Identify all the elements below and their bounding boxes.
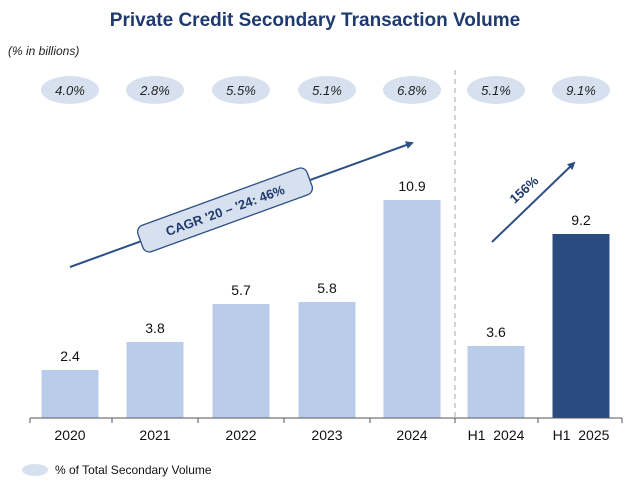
pct-label-4: 6.8%: [397, 83, 427, 98]
growth-arrow: [491, 161, 576, 243]
pct-label-3: 5.1%: [312, 83, 342, 98]
x-tick-label-1: 2021: [139, 427, 170, 443]
bar-1: [126, 342, 184, 418]
pct-pill-0: [41, 76, 99, 104]
bar-3: [298, 302, 356, 418]
value-label-3: 5.8: [317, 280, 337, 296]
growth-label: 156%: [507, 173, 542, 207]
x-category-group: 2020 2021 2022 2023 2024 H1 2024 H1 2025: [54, 427, 609, 443]
value-label-4: 10.9: [398, 178, 425, 194]
cagr-callout-box: [136, 167, 314, 253]
cagr-callout: CAGR '20 – '24: 46%: [136, 167, 314, 253]
bar-series: [41, 200, 610, 418]
pct-label-0: 4.0%: [55, 83, 85, 98]
unit-note: (% in billions): [8, 44, 79, 58]
value-label-1: 3.8: [145, 320, 165, 336]
x-tick-label-0: 2020: [54, 427, 85, 443]
legend-label: % of Total Secondary Volume: [55, 463, 212, 477]
chart-title: Private Credit Secondary Transaction Vol…: [110, 10, 520, 31]
x-tick-label-2: 2022: [225, 427, 256, 443]
pct-label-1: 2.8%: [139, 83, 170, 98]
pct-pill-3: [298, 76, 356, 104]
pct-label-6: 9.1%: [566, 83, 596, 98]
bar-5: [467, 346, 525, 418]
pct-pill-6: [552, 76, 610, 104]
bar-6: [552, 234, 610, 418]
value-label-2: 5.7: [231, 282, 251, 298]
pct-pill-1: [126, 76, 184, 104]
legend-swatch: [22, 464, 48, 476]
value-label-5: 3.6: [486, 324, 506, 340]
x-tick-label-4: 2024: [396, 427, 427, 443]
pct-pill-2: [212, 76, 270, 104]
bar-2: [212, 304, 270, 418]
x-tick-group: [29, 418, 623, 423]
bar-0: [41, 370, 99, 418]
pct-pill-4: [383, 76, 441, 104]
x-tick-label-5: H1 2024: [468, 427, 525, 443]
value-label-6: 9.2: [571, 212, 591, 228]
value-label-0: 2.4: [60, 348, 80, 364]
pct-label-5: 5.1%: [481, 83, 511, 98]
bar-4: [383, 200, 441, 418]
pct-pill-5: [467, 76, 525, 104]
x-tick-label-6: H1 2025: [553, 427, 610, 443]
x-tick-label-3: 2023: [311, 427, 342, 443]
pct-label-2: 5.5%: [226, 83, 256, 98]
value-label-group: 2.4 3.8 5.7 5.8 10.9 3.6 9.2: [60, 178, 591, 364]
pct-pill-group: 4.0% 2.8% 5.5% 5.1% 6.8% 5.1% 9.1%: [41, 76, 610, 104]
